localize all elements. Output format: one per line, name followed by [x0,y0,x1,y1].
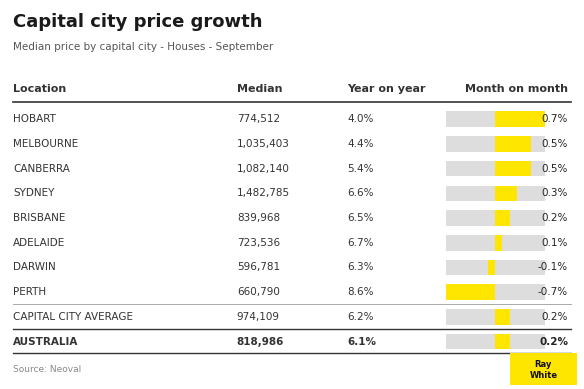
Text: CANBERRA: CANBERRA [13,164,70,173]
Text: 4.4%: 4.4% [347,139,374,149]
Text: 6.6%: 6.6% [347,188,374,198]
Text: White: White [529,371,558,380]
Text: Location: Location [13,84,66,95]
Bar [446,334,545,349]
Bar [446,136,545,152]
Bar [510,353,577,384]
Bar [495,235,502,251]
Text: 8.6%: 8.6% [347,287,374,297]
Text: 6.2%: 6.2% [347,312,374,322]
Text: 6.1%: 6.1% [347,336,376,347]
Bar [446,260,545,275]
Text: Ray: Ray [535,360,552,370]
Bar [446,235,545,251]
Text: DARWIN: DARWIN [13,263,55,273]
Text: 818,986: 818,986 [237,336,284,347]
Text: 723,536: 723,536 [237,238,280,248]
Bar [495,161,531,176]
Text: Year on year: Year on year [347,84,426,95]
Bar [495,112,545,127]
Text: 6.5%: 6.5% [347,213,374,223]
Text: 839,968: 839,968 [237,213,280,223]
Text: 0.5%: 0.5% [542,139,568,149]
Text: CAPITAL CITY AVERAGE: CAPITAL CITY AVERAGE [13,312,133,322]
Text: 1,082,140: 1,082,140 [237,164,290,173]
Bar [446,112,545,127]
Text: -0.7%: -0.7% [538,287,568,297]
Text: 6.3%: 6.3% [347,263,374,273]
Text: Median: Median [237,84,282,95]
Bar [446,186,545,201]
Bar [446,284,495,300]
Text: ADELAIDE: ADELAIDE [13,238,65,248]
Text: Median price by capital city - Houses - September: Median price by capital city - Houses - … [13,42,273,52]
Text: SYDNEY: SYDNEY [13,188,54,198]
Bar [495,309,510,325]
Text: BRISBANE: BRISBANE [13,213,65,223]
Bar [495,210,510,226]
Text: 596,781: 596,781 [237,263,280,273]
Bar [446,284,545,300]
Text: 660,790: 660,790 [237,287,280,297]
Bar [495,136,531,152]
Bar [495,334,510,349]
Bar [446,210,545,226]
Text: 6.7%: 6.7% [347,238,374,248]
Text: 0.2%: 0.2% [539,336,568,347]
Text: 1,035,403: 1,035,403 [237,139,290,149]
Bar [446,309,545,325]
Text: 0.3%: 0.3% [542,188,568,198]
Text: -0.1%: -0.1% [538,263,568,273]
Text: HOBART: HOBART [13,114,56,124]
Text: Capital city price growth: Capital city price growth [13,13,263,31]
Text: 0.2%: 0.2% [542,312,568,322]
Bar [495,186,517,201]
Text: 0.2%: 0.2% [542,213,568,223]
Text: 1,482,785: 1,482,785 [237,188,290,198]
Bar [488,260,495,275]
Text: Month on month: Month on month [465,84,568,95]
Text: 974,109: 974,109 [237,312,280,322]
Bar [446,161,545,176]
Text: 4.0%: 4.0% [347,114,374,124]
Text: AUSTRALIA: AUSTRALIA [13,336,78,347]
Text: PERTH: PERTH [13,287,46,297]
Text: 0.1%: 0.1% [542,238,568,248]
Text: 774,512: 774,512 [237,114,280,124]
Text: 0.7%: 0.7% [542,114,568,124]
Text: 5.4%: 5.4% [347,164,374,173]
Text: MELBOURNE: MELBOURNE [13,139,78,149]
Text: 0.5%: 0.5% [542,164,568,173]
Text: Source: Neoval: Source: Neoval [13,365,81,374]
